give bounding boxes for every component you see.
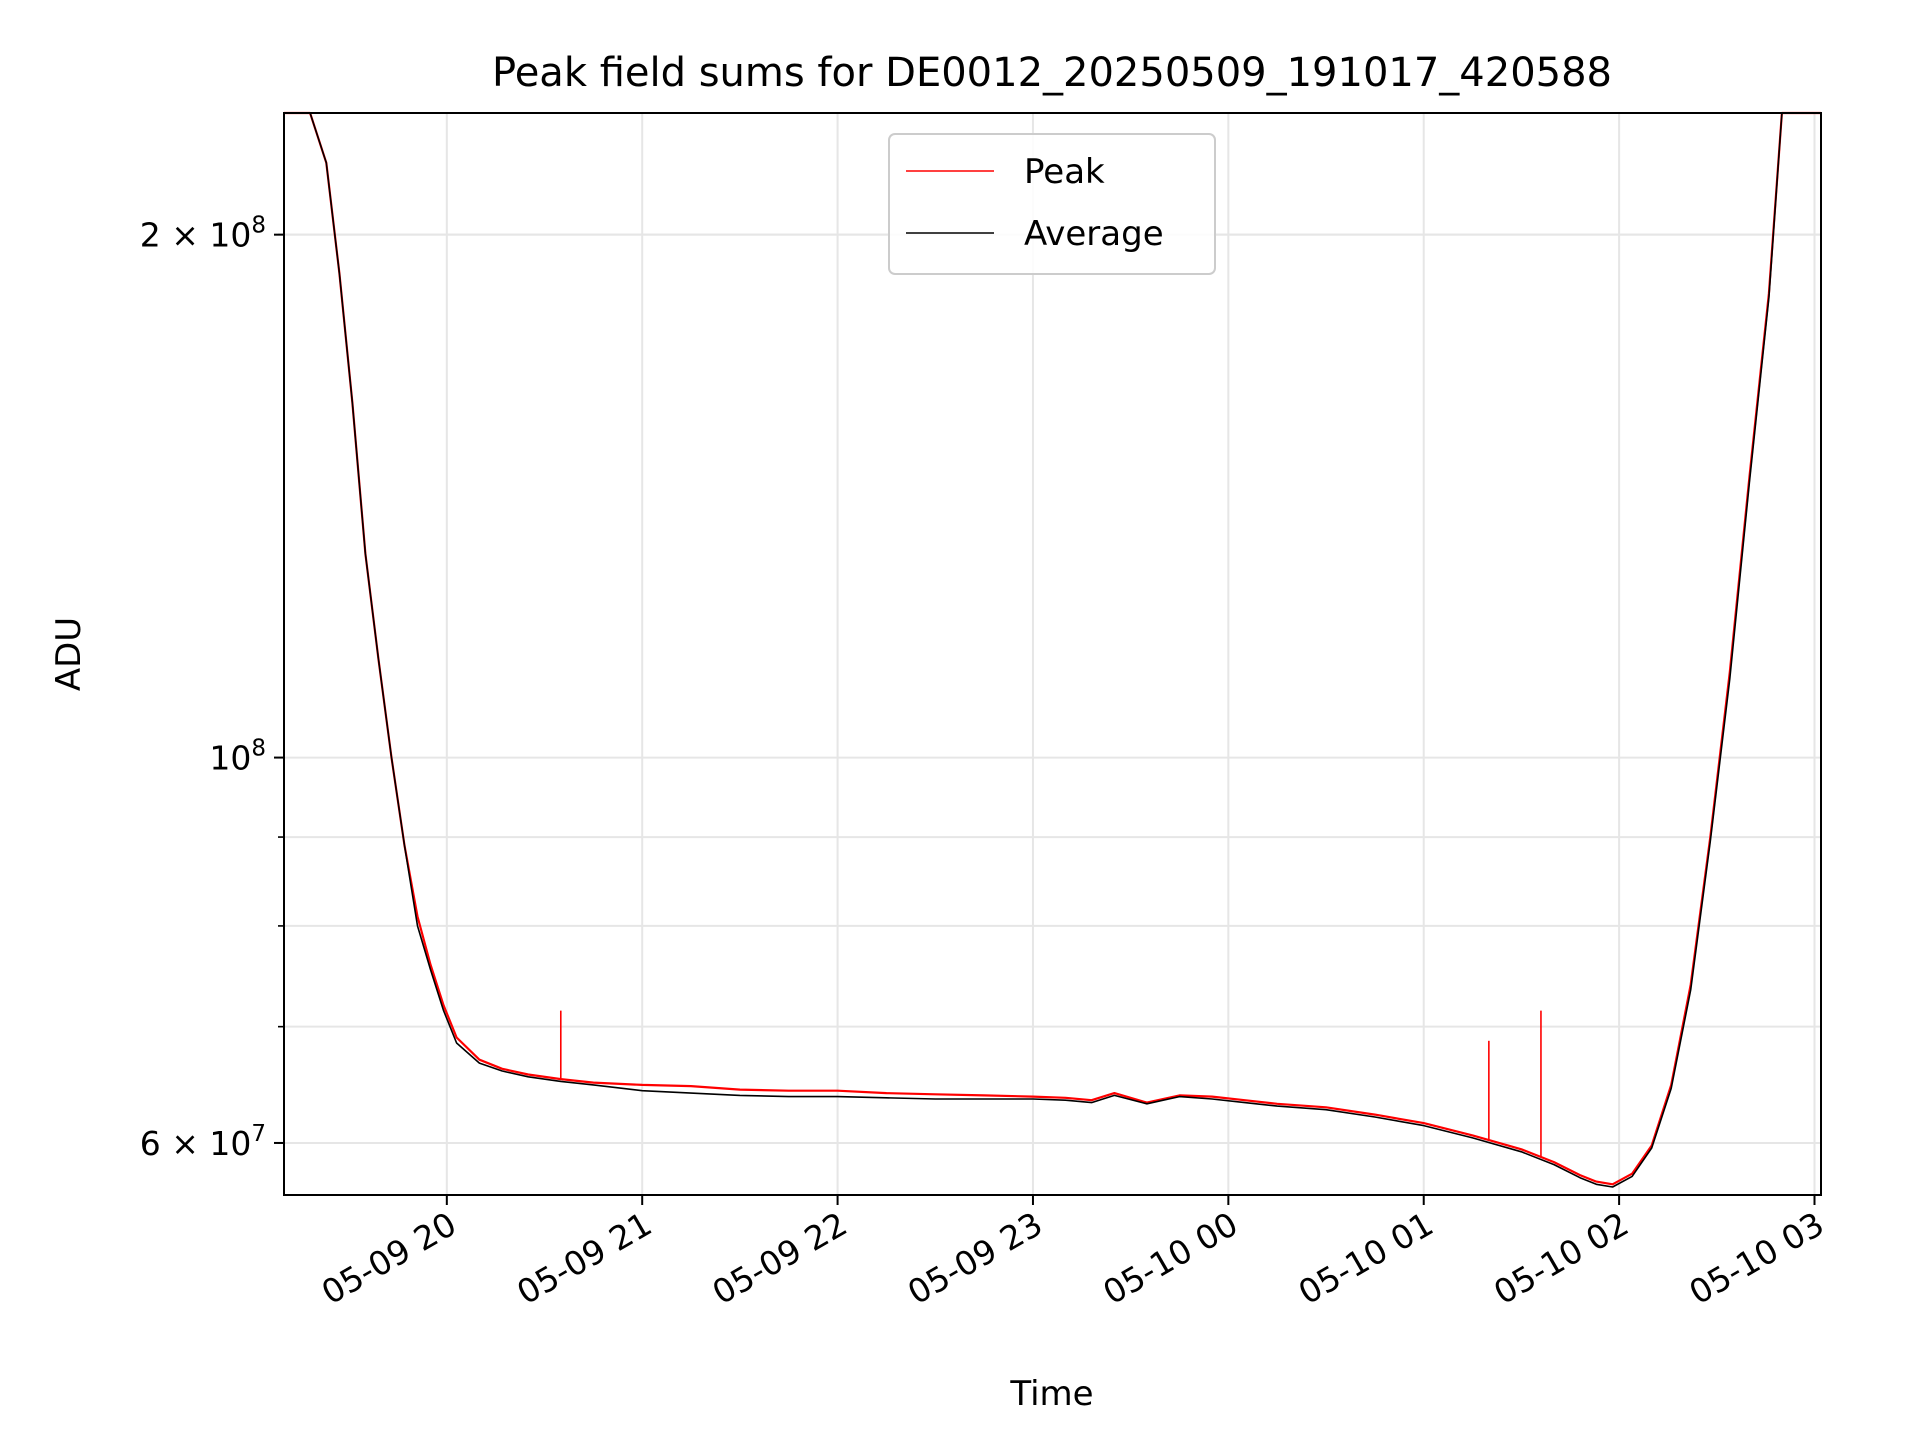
y-tick-label: 2 × 108 bbox=[140, 213, 266, 255]
series-peak bbox=[284, 111, 1821, 1186]
y-axis-label: ADU bbox=[49, 617, 89, 691]
series-average bbox=[284, 112, 1821, 1188]
series-line-peak bbox=[284, 111, 1821, 1186]
x-gridlines bbox=[445, 113, 1816, 1195]
plot-frame bbox=[283, 112, 1822, 1196]
legend-box bbox=[888, 133, 1216, 275]
legend-label-average: Average bbox=[1024, 214, 1164, 254]
y-tick-label: 6 × 107 bbox=[140, 1121, 266, 1163]
legend: Peak Average bbox=[888, 133, 1216, 275]
series-layer bbox=[284, 111, 1821, 1188]
chart-title: Peak field sums for DE0012_20250509_1910… bbox=[492, 50, 1612, 96]
y-tick-label: 108 bbox=[209, 736, 266, 778]
series-line-average bbox=[284, 112, 1821, 1188]
x-axis-label: Time bbox=[1009, 1374, 1093, 1414]
y-axis-ticks: 2 × 108 108 6 × 107 bbox=[140, 213, 284, 1163]
legend-label-peak: Peak bbox=[1024, 152, 1105, 192]
